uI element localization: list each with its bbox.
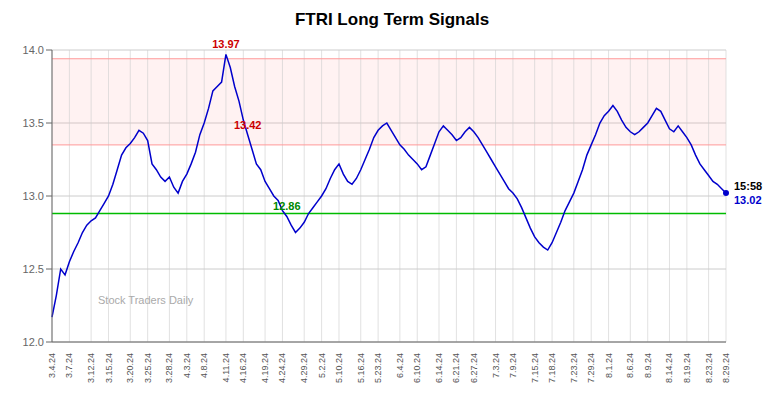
svg-text:3.25.24: 3.25.24 (143, 353, 153, 383)
svg-text:13.97: 13.97 (212, 38, 240, 50)
svg-text:15:58: 15:58 (734, 180, 762, 192)
svg-text:12.86: 12.86 (273, 200, 301, 212)
svg-text:7.29.24: 7.29.24 (586, 353, 596, 383)
svg-text:8.6.24: 8.6.24 (625, 353, 635, 378)
svg-text:6.21.24: 6.21.24 (451, 353, 461, 383)
svg-text:3.20.24: 3.20.24 (125, 353, 135, 383)
svg-text:6.27.24: 6.27.24 (469, 353, 479, 383)
svg-text:4.24.24: 4.24.24 (277, 353, 287, 383)
svg-text:8.29.24: 8.29.24 (721, 353, 731, 383)
svg-text:3.15.24: 3.15.24 (104, 353, 114, 383)
svg-text:7.15.24: 7.15.24 (530, 353, 540, 383)
svg-text:4.11.24: 4.11.24 (221, 353, 231, 382)
svg-text:8.19.24: 8.19.24 (682, 353, 692, 383)
svg-text:7.9.24: 7.9.24 (508, 353, 518, 378)
svg-text:4.16.24: 4.16.24 (238, 353, 248, 383)
svg-text:4.29.24: 4.29.24 (299, 353, 309, 383)
svg-text:13.02: 13.02 (734, 194, 762, 206)
svg-text:13.42: 13.42 (234, 119, 262, 131)
html-text:FTRI Long Term Signals: FTRI Long Term Signals (294, 10, 490, 29)
svg-text:12.5: 12.5 (23, 263, 44, 275)
svg-text:5.2.24: 5.2.24 (317, 353, 327, 378)
svg-text:3.7.24: 3.7.24 (64, 353, 74, 378)
svg-text:12.0: 12.0 (23, 336, 44, 348)
svg-text:13.5: 13.5 (23, 117, 44, 129)
svg-text:3.4.24: 3.4.24 (47, 353, 57, 378)
svg-text:8.23.24: 8.23.24 (704, 353, 714, 383)
svg-text:4.3.24: 4.3.24 (182, 353, 192, 378)
svg-text:5.23.24: 5.23.24 (373, 353, 383, 383)
svg-text:7.23.24: 7.23.24 (569, 353, 579, 383)
svg-text:8.14.24: 8.14.24 (664, 353, 674, 383)
svg-text:4.8.24: 4.8.24 (199, 353, 209, 378)
svg-text:13.0: 13.0 (23, 190, 44, 202)
svg-text:6.10.24: 6.10.24 (412, 353, 422, 383)
html-text:Stock Traders Daily: Stock Traders Daily (98, 294, 194, 306)
svg-text:6.4.24: 6.4.24 (395, 353, 405, 378)
svg-text:5.16.24: 5.16.24 (356, 353, 366, 383)
svg-text:4.19.24: 4.19.24 (260, 353, 270, 383)
svg-text:6.14.24: 6.14.24 (434, 353, 444, 383)
svg-text:7.18.24: 7.18.24 (547, 353, 557, 383)
svg-text:3.28.24: 3.28.24 (164, 353, 174, 383)
svg-text:7.3.24: 7.3.24 (491, 353, 501, 378)
svg-text:14.0: 14.0 (23, 44, 44, 56)
svg-text:5.10.24: 5.10.24 (334, 353, 344, 383)
svg-text:3.12.24: 3.12.24 (86, 353, 96, 383)
svg-text:8.9.24: 8.9.24 (643, 353, 653, 378)
svg-text:8.1.24: 8.1.24 (604, 353, 614, 378)
